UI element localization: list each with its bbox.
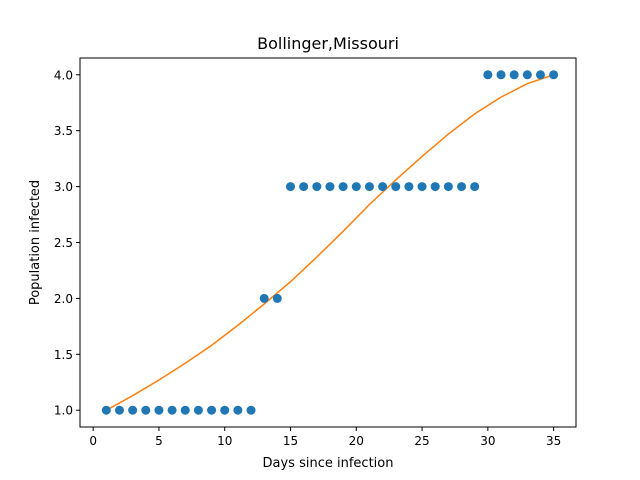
data-point bbox=[535, 70, 545, 80]
data-point bbox=[246, 405, 256, 415]
x-tick-label: 25 bbox=[414, 434, 429, 448]
data-point bbox=[299, 182, 309, 192]
data-point bbox=[259, 293, 269, 303]
data-point bbox=[378, 182, 388, 192]
data-point bbox=[312, 182, 322, 192]
plot-area bbox=[80, 58, 576, 427]
y-tick-label: 4.0 bbox=[54, 68, 73, 82]
data-point bbox=[101, 405, 111, 415]
plot-frame bbox=[79, 57, 577, 428]
data-point bbox=[207, 405, 217, 415]
data-point bbox=[470, 182, 480, 192]
data-point bbox=[496, 70, 506, 80]
data-point bbox=[509, 70, 519, 80]
data-point bbox=[154, 405, 164, 415]
data-point bbox=[417, 182, 427, 192]
x-tick-label: 30 bbox=[480, 434, 495, 448]
y-tick-label: 2.0 bbox=[54, 292, 73, 306]
data-point bbox=[351, 182, 361, 192]
x-tick-label: 5 bbox=[155, 434, 163, 448]
x-tick-label: 0 bbox=[89, 434, 97, 448]
x-tick-label: 35 bbox=[546, 434, 561, 448]
data-point bbox=[404, 182, 414, 192]
x-axis-ticks: 0 5 10 15 20 25 30 35 bbox=[89, 427, 561, 448]
y-tick-label: 3.5 bbox=[54, 124, 73, 138]
data-point bbox=[167, 405, 177, 415]
data-point bbox=[549, 70, 559, 80]
data-point bbox=[483, 70, 493, 80]
data-point bbox=[457, 182, 467, 192]
y-tick-label: 1.5 bbox=[54, 348, 73, 362]
data-point bbox=[193, 405, 203, 415]
data-point bbox=[325, 182, 335, 192]
data-point bbox=[141, 405, 151, 415]
data-point bbox=[114, 405, 124, 415]
fit-curve bbox=[105, 74, 554, 411]
x-axis-label: Days since infection bbox=[263, 456, 394, 471]
y-tick-label: 3.0 bbox=[54, 180, 73, 194]
data-point bbox=[272, 293, 282, 303]
series-layer bbox=[101, 70, 559, 415]
data-point bbox=[286, 182, 296, 192]
data-point bbox=[430, 182, 440, 192]
data-point bbox=[522, 70, 532, 80]
x-tick-label: 15 bbox=[283, 434, 298, 448]
y-tick-label: 2.5 bbox=[54, 236, 73, 250]
data-point bbox=[220, 405, 230, 415]
y-axis-label: Population infected bbox=[28, 180, 43, 305]
y-axis-ticks: 1.0 1.5 2.0 2.5 3.0 3.5 4.0 bbox=[54, 68, 80, 418]
data-point bbox=[391, 182, 401, 192]
data-point bbox=[364, 182, 374, 192]
data-point bbox=[233, 405, 243, 415]
data-point bbox=[443, 182, 453, 192]
chart-title: Bollinger,Missouri bbox=[257, 34, 399, 53]
data-point bbox=[180, 405, 190, 415]
x-tick-label: 10 bbox=[217, 434, 232, 448]
y-tick-label: 1.0 bbox=[54, 404, 73, 418]
x-tick-label: 20 bbox=[349, 434, 364, 448]
data-point bbox=[128, 405, 138, 415]
data-point bbox=[338, 182, 348, 192]
